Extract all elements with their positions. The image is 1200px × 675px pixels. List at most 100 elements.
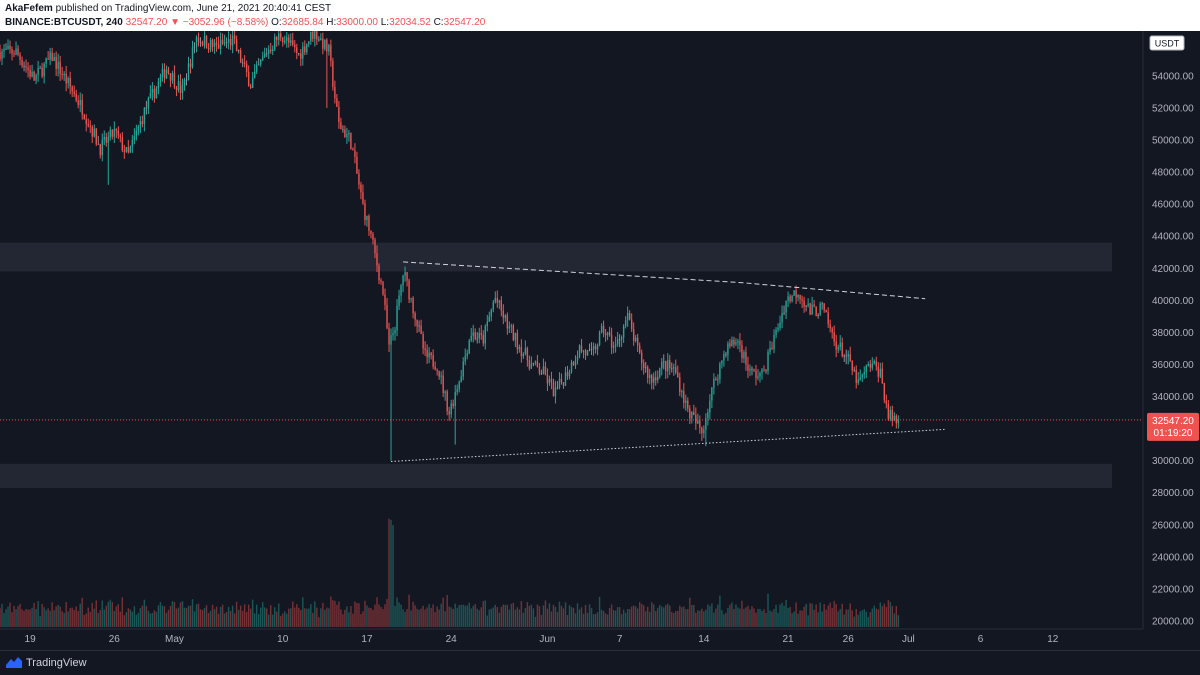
- candle: [574, 360, 577, 366]
- volume-bar: [534, 616, 537, 627]
- volume-bar: [434, 612, 436, 627]
- volume-bar: [843, 614, 845, 627]
- candle: [500, 300, 503, 311]
- symbol-label[interactable]: BINANCE:BTCUSDT, 240: [5, 17, 123, 28]
- volume-bar: [661, 606, 663, 627]
- candle: [707, 412, 709, 419]
- volume-bar: [524, 607, 527, 627]
- candle: [448, 411, 450, 415]
- volume-bar: [99, 610, 101, 627]
- candle: [430, 352, 432, 356]
- candle: [540, 372, 543, 374]
- candle: [761, 369, 763, 373]
- candle: [616, 339, 619, 345]
- candle: [731, 339, 733, 347]
- volume-bar: [655, 611, 657, 627]
- volume-bar: [496, 607, 499, 627]
- volume-bar: [576, 603, 579, 627]
- volume-bar: [877, 609, 880, 627]
- candle: [302, 46, 304, 59]
- volume-bar: [438, 609, 440, 627]
- volume-bar: [723, 614, 725, 627]
- candle: [717, 379, 719, 381]
- volume-bar: [819, 602, 821, 627]
- volume-bar: [891, 606, 894, 627]
- volume-bar: [436, 606, 438, 627]
- open-label: O:: [271, 17, 282, 28]
- candle: [458, 381, 460, 390]
- y-tick-label: 52000.00: [1152, 103, 1194, 114]
- volume-bar: [191, 599, 194, 627]
- volume-bar: [777, 612, 779, 627]
- candle: [713, 378, 715, 388]
- volume-bar: [183, 607, 186, 627]
- volume-bar: [229, 610, 232, 627]
- candle: [847, 354, 849, 357]
- volume-bar: [685, 609, 687, 627]
- volume-bar: [310, 604, 312, 627]
- volume-bar: [799, 610, 801, 627]
- candle: [422, 334, 424, 349]
- volume-bar: [65, 602, 67, 627]
- candle: [39, 67, 41, 69]
- volume-bar: [785, 599, 787, 627]
- volume-bar: [356, 602, 358, 627]
- candle: [237, 50, 240, 52]
- tradingview-brand[interactable]: TradingView: [26, 657, 87, 669]
- volume-bar: [233, 613, 236, 627]
- candle: [596, 344, 599, 350]
- volume-bar: [640, 603, 643, 627]
- volume-bar: [747, 605, 749, 627]
- volume-bar: [763, 609, 765, 627]
- candle: [436, 369, 438, 372]
- y-tick-label: 54000.00: [1152, 71, 1194, 82]
- candlestick-chart[interactable]: 20000.00 22000.00 24000.00 26000.00 28000.00…: [0, 25, 1200, 650]
- candle: [821, 303, 823, 305]
- last-price-value: 32547.20: [125, 17, 168, 28]
- candle: [229, 39, 232, 46]
- volume-bar: [849, 603, 851, 627]
- volume-bar: [454, 603, 456, 627]
- candle: [791, 295, 793, 302]
- volume-bar: [679, 605, 681, 627]
- candle: [348, 133, 350, 135]
- zone-0: [0, 242, 1112, 272]
- candle: [889, 409, 892, 419]
- author-name[interactable]: AkaFefem: [5, 3, 53, 14]
- price-change: ▼ −3052.96 (−8.58%): [170, 17, 269, 28]
- volume-bar: [851, 610, 853, 627]
- volume-bar: [566, 614, 569, 627]
- candle: [893, 415, 896, 421]
- candle: [869, 363, 871, 368]
- x-tick-label: 19: [25, 634, 37, 645]
- volume-bar: [775, 604, 777, 627]
- volume-bar: [384, 604, 386, 627]
- volume-bar: [13, 605, 15, 627]
- candle: [282, 37, 284, 43]
- currency-badge: [1149, 35, 1185, 51]
- candle: [95, 128, 97, 144]
- volume-bar: [358, 603, 360, 627]
- volume-bar: [769, 610, 771, 627]
- volume-bar: [27, 609, 29, 627]
- candle: [300, 53, 302, 59]
- volume-bar: [131, 611, 134, 627]
- volume-bar: [245, 611, 248, 627]
- volume-bar: [829, 602, 831, 627]
- volume-bar: [346, 606, 348, 627]
- volume-bar: [9, 602, 11, 627]
- volume-bar: [129, 609, 132, 627]
- candle: [406, 272, 408, 281]
- volume-bar: [472, 605, 474, 627]
- volume-bar: [646, 606, 649, 627]
- volume-bar: [123, 615, 126, 627]
- volume-bar: [302, 597, 304, 627]
- candle: [193, 46, 196, 48]
- candle: [695, 415, 697, 424]
- chart-area[interactable]: 20000.00 22000.00 24000.00 26000.00 28000.00…: [0, 25, 1200, 650]
- volume-bar: [669, 605, 671, 627]
- candle: [667, 360, 669, 372]
- tradingview-logo-icon[interactable]: [6, 656, 22, 668]
- volume-bar: [604, 613, 607, 627]
- candle: [133, 135, 136, 140]
